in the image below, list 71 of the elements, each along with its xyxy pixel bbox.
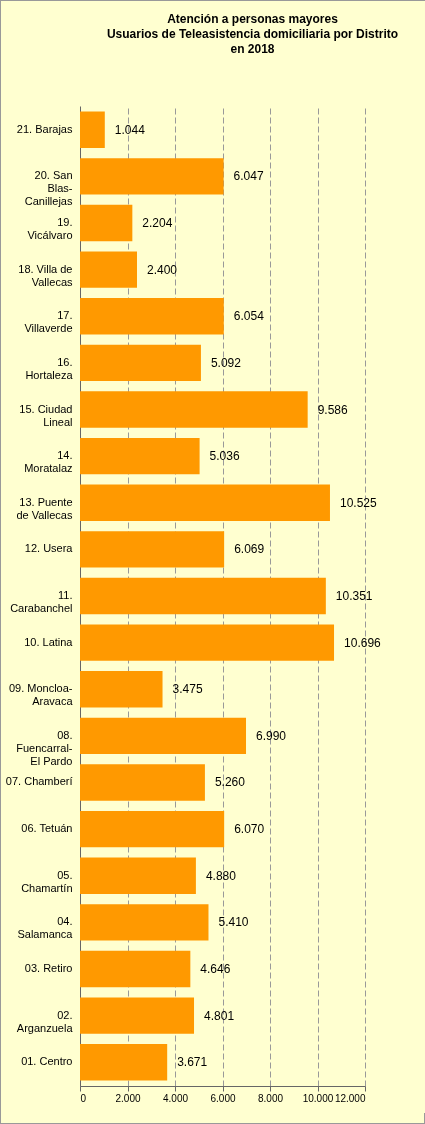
data-label: 6.054	[233, 309, 265, 324]
y-tick-label: 18. Villa de Vallecas	[18, 262, 73, 288]
bar	[80, 391, 308, 428]
y-tick-label: 20. San Blas-Canillejas	[24, 169, 73, 208]
bar	[80, 950, 191, 988]
data-label: 10.696	[344, 635, 382, 650]
data-label: 10.351	[335, 589, 373, 603]
bar	[80, 111, 105, 148]
data-label: 4.646	[200, 961, 231, 976]
data-label: 6.069	[234, 542, 265, 557]
y-tick-label: 04. Salamanca	[17, 915, 74, 941]
x-tick-label: 10.000	[302, 1092, 334, 1104]
y-tick-label: 19. Vicálvaro	[27, 216, 73, 242]
data-label: 4.801	[204, 1008, 235, 1023]
bar	[80, 531, 225, 568]
y-tick-label: 01. Centro	[21, 1055, 73, 1068]
data-label: 6.070	[234, 822, 265, 837]
data-label: 9.586	[317, 402, 349, 417]
y-tick-label: 12. Usera	[24, 542, 74, 555]
y-tick-label: 11. Carabanchel	[10, 589, 73, 614]
data-label: 3.671	[177, 1055, 208, 1070]
bar	[80, 577, 326, 615]
bar	[80, 717, 247, 755]
data-label: 5.260	[214, 775, 246, 790]
bar	[80, 437, 200, 475]
chart-title: Atención a personas mayores Usuarios de Teleasistencia domiciliaria por Distrito en 2018	[106, 12, 399, 56]
data-label: 6.990	[256, 728, 287, 743]
bar	[80, 810, 225, 848]
data-label: 2.400	[147, 262, 178, 277]
y-tick-label: 16. Hortaleza	[25, 355, 74, 381]
bar	[80, 857, 196, 894]
bar	[80, 484, 330, 521]
bar	[80, 298, 224, 335]
y-tick-label: 17. Villaverde	[24, 309, 73, 335]
data-label: 5.092	[210, 355, 242, 370]
y-tick-label: 07. Chamberí	[5, 775, 73, 788]
bar	[80, 344, 201, 382]
y-tick-label: 21. Barajas	[16, 122, 73, 135]
data-label: 3.475	[172, 682, 203, 697]
bar	[80, 997, 195, 1034]
y-tick-label: 10. Latina	[24, 635, 74, 648]
y-tick-label: 06. Tetuán	[21, 822, 73, 835]
x-tick-label: 2.000	[115, 1092, 141, 1104]
y-tick-label: 03. Retiro	[24, 961, 73, 974]
x-tick-label: 6.000	[210, 1092, 236, 1104]
bar	[80, 251, 137, 288]
data-label: 6.047	[233, 169, 264, 184]
bar	[80, 671, 163, 708]
data-label: 1.044	[114, 122, 146, 137]
bar	[80, 204, 133, 242]
x-tick-label: 12.000	[334, 1092, 366, 1104]
x-tick-label: 0	[80, 1092, 87, 1104]
bar	[80, 158, 224, 195]
data-label: 10.525	[339, 495, 377, 510]
data-label: 4.880	[205, 868, 237, 883]
bar	[80, 1044, 168, 1081]
bar	[80, 904, 209, 941]
y-tick-label: 02. Arganzuela	[16, 1008, 74, 1034]
data-label: 5.036	[209, 449, 240, 464]
data-label: 5.410	[218, 915, 249, 930]
y-tick-label: 13. Puente de Vallecas	[16, 495, 73, 521]
y-tick-label: 14. Moratalaz	[24, 449, 73, 475]
x-tick-label: 8.000	[257, 1092, 284, 1104]
data-label: 2.204	[142, 216, 173, 231]
y-tick-label: 08. Fuencarral-El Pardo	[16, 728, 73, 767]
y-tick-label: 09. Moncloa-Aravaca	[8, 682, 74, 708]
y-tick-label: 05. Chamartín	[21, 868, 73, 894]
x-tick-label: 4.000	[162, 1092, 189, 1104]
bar	[80, 764, 205, 801]
bar	[80, 624, 335, 661]
y-tick-label: 15. Ciudad Lineal	[19, 402, 73, 428]
